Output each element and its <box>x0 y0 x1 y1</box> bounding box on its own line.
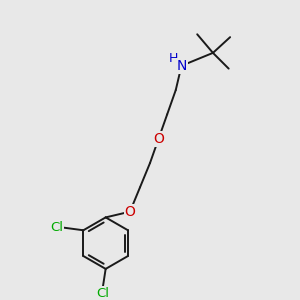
Text: N: N <box>176 59 187 73</box>
Text: O: O <box>153 132 164 146</box>
Text: H: H <box>169 52 178 65</box>
Text: Cl: Cl <box>96 287 109 300</box>
Text: Cl: Cl <box>50 221 63 234</box>
Text: O: O <box>124 205 135 219</box>
